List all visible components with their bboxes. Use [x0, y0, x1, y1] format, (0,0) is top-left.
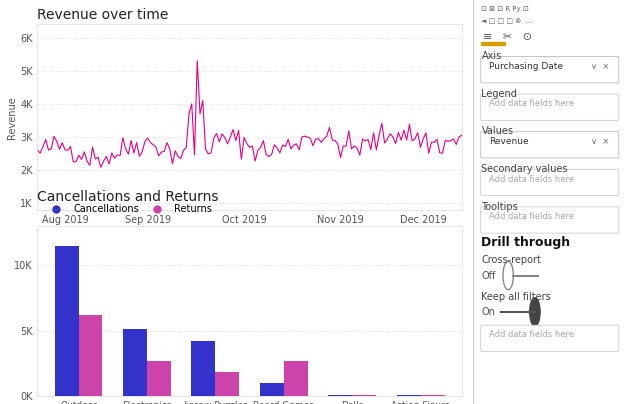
Bar [147, 361, 171, 396]
Text: Revenue: Revenue [489, 137, 529, 146]
Text: Cross-report: Cross-report [482, 255, 541, 265]
FancyBboxPatch shape [480, 325, 619, 351]
Bar [260, 383, 284, 396]
Text: Secondary values: Secondary values [482, 164, 568, 174]
Text: Keep all filters: Keep all filters [482, 292, 551, 302]
Text: Add data fields here: Add data fields here [489, 175, 574, 183]
Bar [353, 395, 376, 396]
FancyBboxPatch shape [480, 132, 619, 158]
FancyBboxPatch shape [480, 57, 619, 83]
Text: Axis: Axis [482, 51, 502, 61]
Circle shape [503, 261, 514, 290]
Text: Add data fields here: Add data fields here [489, 99, 574, 108]
Text: On: On [482, 307, 495, 317]
Bar [215, 372, 240, 396]
Text: ⊡ ⊠ ⊡ R Py ⊡: ⊡ ⊠ ⊡ R Py ⊡ [482, 6, 529, 12]
Bar [54, 246, 79, 396]
FancyBboxPatch shape [480, 169, 619, 196]
Text: ≡   ✂   ⊙: ≡ ✂ ⊙ [483, 32, 532, 42]
FancyBboxPatch shape [480, 207, 619, 233]
Text: Add data fields here: Add data fields here [489, 212, 574, 221]
Text: Off: Off [482, 271, 496, 281]
Text: ∨  ×: ∨ × [592, 62, 610, 71]
Bar [192, 341, 215, 396]
X-axis label: Purchasing Date: Purchasing Date [198, 231, 301, 240]
Text: Tooltips: Tooltips [482, 202, 518, 212]
Text: Revenue over time: Revenue over time [37, 8, 169, 22]
Text: Drill through: Drill through [482, 236, 570, 249]
Y-axis label: Revenue: Revenue [7, 96, 17, 139]
Bar [123, 329, 147, 396]
Bar [328, 395, 353, 396]
FancyBboxPatch shape [480, 94, 619, 120]
Text: Purchasing Date: Purchasing Date [489, 62, 563, 71]
Bar [397, 395, 421, 396]
Bar [79, 315, 102, 396]
Bar [284, 361, 308, 396]
Text: Legend: Legend [482, 89, 517, 99]
Circle shape [530, 298, 540, 326]
Text: Cancellations and Returns: Cancellations and Returns [37, 190, 219, 204]
Legend: Cancellations, Returns: Cancellations, Returns [42, 200, 216, 218]
Bar [421, 395, 445, 396]
Bar [482, 42, 505, 45]
Text: ∨  ×: ∨ × [592, 137, 610, 146]
Text: Values: Values [482, 126, 514, 137]
Text: ◄ □ □ □ ⊗  ...: ◄ □ □ □ ⊗ ... [482, 18, 533, 24]
Text: Add data fields here: Add data fields here [489, 330, 574, 339]
